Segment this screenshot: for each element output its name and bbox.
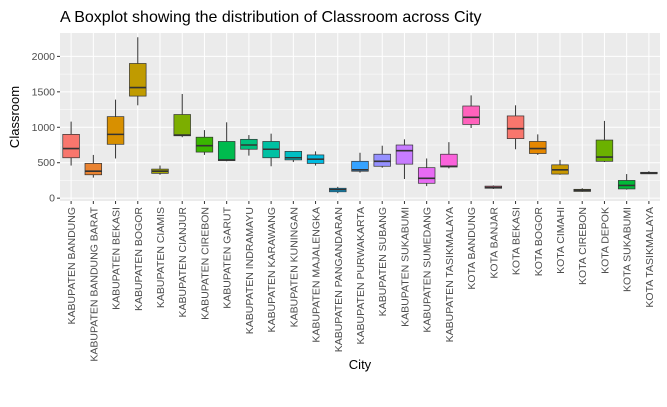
x-tick-label: KABUPATEN BEKASI	[111, 207, 123, 310]
y-tick-label: 2000	[32, 51, 56, 63]
box-8	[240, 135, 258, 156]
box-14	[373, 145, 391, 168]
x-tick-label: KOTA CIMAHI	[555, 207, 567, 274]
box-16	[417, 158, 436, 187]
box-5	[173, 93, 191, 138]
box-body	[440, 153, 458, 168]
box-25	[617, 174, 636, 190]
box-body	[84, 163, 103, 176]
x-tick-label: KOTA BOGOR	[533, 207, 545, 277]
box-26	[640, 171, 658, 175]
box-19	[484, 185, 503, 189]
x-tick-label: KABUPATEN PANGANDARAN	[333, 207, 345, 352]
y-tick-label: 0	[49, 193, 55, 205]
box-15	[395, 139, 414, 180]
box-18	[462, 95, 480, 128]
box-body	[417, 167, 436, 184]
x-tick-label: KABUPATEN CIREBON	[199, 207, 211, 320]
box-body	[217, 141, 236, 161]
box-10	[284, 151, 303, 163]
box-body	[106, 116, 125, 145]
x-tick-label: KOTA SUKABUMI	[622, 207, 634, 292]
box-body	[595, 139, 614, 162]
x-tick-label: KABUPATEN CIAMIS	[155, 207, 167, 308]
box-body	[62, 134, 80, 159]
x-tick-label: KABUPATEN MAJALENGKA	[311, 207, 323, 343]
box-4	[151, 165, 169, 175]
box-body	[395, 144, 414, 165]
x-tick-label: KABUPATEN BANDUNG	[66, 207, 78, 324]
x-tick-label: KABUPATEN SUKABUMI	[399, 207, 411, 327]
x-tick-label: KABUPATEN PURWAKARTA	[355, 207, 367, 345]
box-21	[529, 134, 547, 155]
x-tick-label: KOTA BANDUNG	[466, 207, 478, 290]
box-11	[306, 151, 325, 166]
box-1	[84, 154, 103, 178]
x-tick-label: KABUPATEN CIANJUR	[177, 207, 189, 318]
x-tick-label: KOTA TASIKMALAYA	[644, 207, 656, 308]
x-axis: KABUPATEN BANDUNG KABUPATEN BANDUNG BARAT…	[66, 201, 656, 362]
x-tick-label: KABUPATEN GARUT	[222, 206, 234, 308]
y-axis-title: Classroom	[7, 86, 22, 148]
y-tick-label: 500	[37, 157, 55, 169]
box-body	[529, 141, 547, 154]
x-tick-label: KABUPATEN INDRAMAYU	[244, 207, 256, 334]
boxes-layer	[62, 37, 658, 194]
chart-title: A Boxplot showing the distribution of Cl…	[60, 9, 482, 26]
box-body	[284, 151, 303, 161]
x-axis-title: City	[349, 357, 372, 372]
box-body	[173, 114, 191, 137]
box-body	[195, 136, 214, 153]
x-tick-label: KABUPATEN BANDUNG BARAT	[88, 206, 100, 361]
box-12	[329, 186, 347, 194]
x-tick-label: KOTA BEKASI	[511, 207, 523, 275]
box-24	[595, 120, 614, 163]
x-tick-label: KOTA BANJAR	[488, 207, 500, 279]
box-0	[62, 121, 80, 166]
x-tick-label: KABUPATEN BOGOR	[133, 207, 145, 311]
box-6	[195, 130, 214, 155]
y-axis: 0 500 1000 1500 2000	[32, 51, 60, 205]
x-tick-label: KABUPATEN TASIKMALAYA	[444, 207, 456, 342]
y-tick-label: 1500	[32, 86, 56, 98]
x-tick-label: KABUPATEN SUBANG	[377, 207, 389, 316]
box-17	[440, 142, 458, 169]
box-body	[351, 160, 369, 172]
box-body	[373, 153, 391, 167]
x-tick-label: KABUPATEN KUNINGAN	[288, 207, 300, 327]
box-2	[106, 99, 125, 159]
box-22	[551, 159, 569, 175]
box-body	[462, 105, 480, 125]
x-tick-label: KABUPATEN KARAWANG	[266, 207, 278, 332]
box-3	[129, 37, 147, 106]
box-body	[506, 115, 525, 139]
x-tick-label: KABUPATEN SUMEDANG	[422, 207, 434, 333]
x-tick-label: KOTA CIREBON	[577, 207, 589, 285]
y-tick-label: 1000	[32, 122, 56, 134]
x-tick-label: KOTA DEPOK	[599, 207, 611, 274]
box-9	[262, 133, 280, 167]
box-23	[573, 188, 591, 192]
box-20	[506, 105, 525, 150]
box-body	[129, 63, 147, 97]
box-7	[217, 122, 236, 162]
box-13	[351, 152, 369, 173]
